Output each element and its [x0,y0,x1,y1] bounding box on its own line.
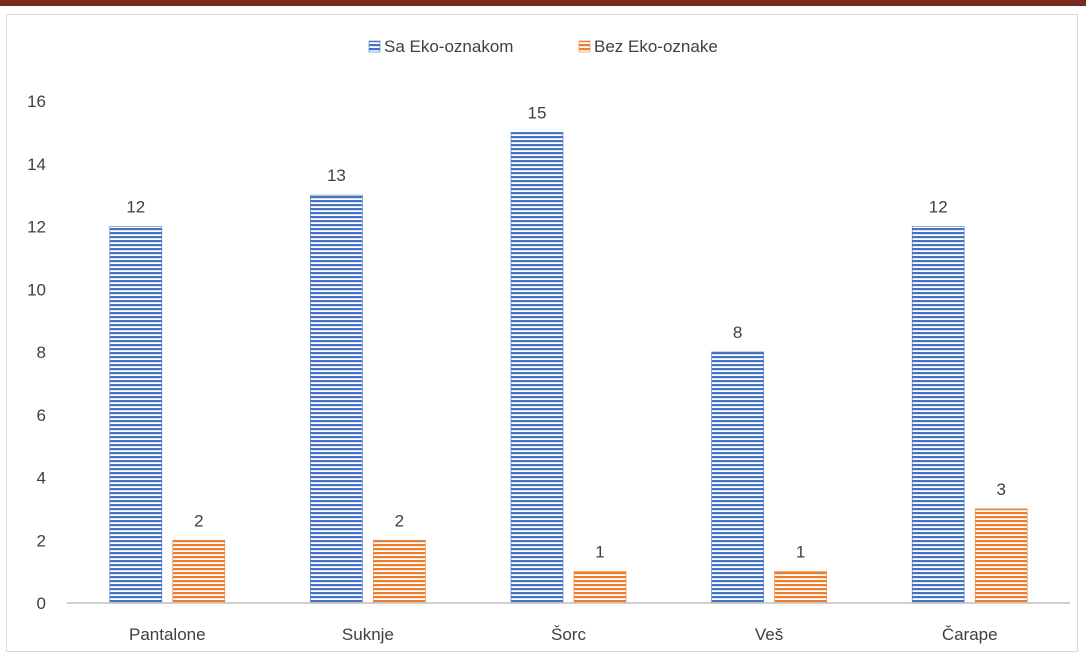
data-labels: 12 2 13 2 15 1 8 1 12 3 [126,103,1006,561]
bar-series-1-3 [774,571,827,604]
legend-item-series-1: Bez Eko-oznake [578,37,718,56]
chart-frame [6,14,1078,652]
data-label-series-0-1: 13 [327,166,346,185]
legend-label-series-1: Bez Eko-oznake [594,37,718,56]
y-tick-label: 0 [37,594,46,613]
y-tick-label: 16 [27,92,46,111]
bar-series-0-2 [510,132,564,604]
y-tick-label: 10 [27,280,46,299]
x-tick-label: Suknje [342,625,394,644]
x-axis-tick-labels: Pantalone Suknje Šorc Veš Čarape [129,625,998,644]
legend-swatch-series-0 [368,40,381,53]
bar-series-1-1 [373,539,426,604]
bars [109,132,1028,604]
data-label-series-0-3: 8 [733,323,742,342]
y-tick-label: 6 [37,406,46,425]
bar-series-0-1 [310,194,363,604]
window-top-border [0,0,1086,6]
x-tick-label: Čarape [942,625,998,644]
legend: Sa Eko-oznakom Bez Eko-oznake [368,37,718,56]
bar-series-0-3 [711,351,764,604]
legend-swatch-series-1 [578,40,591,53]
x-tick-label: Pantalone [129,625,206,644]
y-tick-label: 14 [27,155,46,174]
bar-series-1-4 [974,508,1028,604]
y-tick-label: 8 [37,343,46,362]
legend-item-series-0: Sa Eko-oznakom [368,37,513,56]
x-tick-label: Veš [755,625,783,644]
data-label-series-1-0: 2 [194,511,203,530]
data-label-series-0-4: 12 [929,198,948,217]
legend-label-series-0: Sa Eko-oznakom [384,37,513,56]
y-tick-label: 2 [37,531,46,550]
bar-series-1-0 [172,539,226,604]
data-label-series-1-3: 1 [796,543,805,562]
y-tick-label: 4 [37,469,46,488]
data-label-series-0-0: 12 [126,198,145,217]
bar-series-0-0 [109,226,163,604]
data-label-series-0-2: 15 [528,103,547,122]
y-tick-label: 12 [27,218,46,237]
bar-series-0-4 [911,226,965,604]
x-tick-label: Šorc [551,625,586,644]
y-axis-tick-labels: 0 2 4 6 8 10 12 14 16 [27,92,46,613]
data-label-series-1-2: 1 [595,543,604,562]
bar-series-1-2 [573,571,627,604]
data-label-series-1-4: 3 [996,480,1005,499]
data-label-series-1-1: 2 [395,511,404,530]
